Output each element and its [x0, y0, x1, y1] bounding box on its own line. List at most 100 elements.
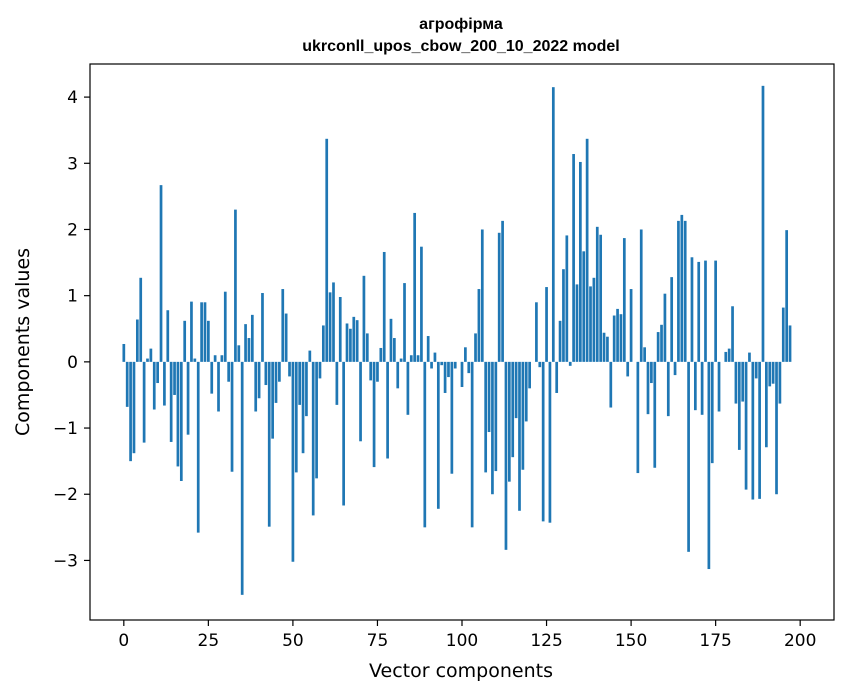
bar	[416, 355, 420, 362]
bar	[210, 361, 214, 394]
chart-subtitle: ukrconll_upos_cbow_200_10_2022 model	[302, 38, 619, 55]
bar	[325, 138, 329, 362]
bar	[355, 320, 359, 362]
x-tick-label: 0	[118, 631, 129, 651]
bar	[200, 302, 203, 362]
bar	[372, 361, 376, 468]
bar	[453, 361, 457, 369]
bar	[494, 361, 498, 472]
chart-title: агрофірма	[419, 16, 503, 33]
bar	[781, 307, 785, 362]
x-tick-label: 75	[367, 631, 389, 651]
bar	[301, 361, 305, 454]
bar	[741, 361, 745, 402]
y-tick-label: 0	[67, 353, 78, 373]
bar	[754, 361, 758, 379]
bar	[183, 320, 187, 362]
bar	[751, 361, 755, 500]
bar	[511, 361, 515, 458]
bar	[420, 246, 423, 362]
bar	[467, 361, 471, 374]
bar	[595, 226, 599, 362]
bar	[379, 347, 383, 362]
bar	[585, 138, 589, 362]
bar	[521, 361, 525, 470]
y-tick-label: −2	[53, 485, 78, 505]
bar	[135, 319, 139, 362]
bar	[227, 361, 231, 382]
bar	[606, 336, 609, 362]
bar	[558, 320, 562, 362]
bar	[132, 361, 136, 454]
bar	[156, 361, 159, 384]
bar	[538, 361, 542, 368]
bar	[311, 361, 315, 516]
bar	[267, 361, 271, 527]
bar	[785, 230, 789, 362]
bar	[619, 314, 623, 362]
bar	[142, 361, 146, 443]
bar	[629, 289, 633, 362]
bar	[328, 292, 332, 362]
bar	[345, 323, 349, 362]
bar	[758, 361, 761, 499]
y-axis-label: Components values	[12, 248, 34, 436]
bar	[704, 260, 707, 362]
bar	[234, 209, 237, 362]
bar	[768, 361, 772, 387]
bar	[294, 361, 298, 473]
bar	[196, 361, 200, 533]
bar	[775, 361, 778, 495]
bar	[653, 361, 657, 468]
bar	[535, 302, 538, 362]
bar	[602, 332, 606, 362]
bar	[484, 361, 488, 473]
bar	[612, 315, 616, 362]
bar	[507, 361, 511, 482]
bar	[179, 361, 183, 481]
bar	[396, 361, 400, 389]
bar	[257, 361, 261, 399]
bar	[426, 336, 430, 362]
bar	[487, 361, 491, 433]
bar	[284, 313, 288, 362]
bar	[122, 343, 126, 362]
bar	[582, 251, 586, 362]
bar	[125, 361, 129, 407]
bar	[399, 358, 403, 362]
bar	[166, 310, 170, 362]
bar	[727, 348, 731, 362]
bar	[207, 320, 210, 362]
bar	[423, 361, 427, 528]
bar	[636, 361, 640, 474]
bar	[524, 361, 528, 422]
bar	[673, 361, 677, 376]
bar	[203, 302, 207, 362]
bar	[477, 289, 481, 362]
bar	[318, 361, 322, 379]
bar	[149, 348, 153, 362]
bar	[639, 229, 643, 362]
bar	[541, 361, 545, 522]
bar	[159, 185, 163, 362]
bar	[291, 361, 295, 562]
bar	[778, 361, 782, 404]
bar	[609, 361, 613, 408]
bar	[710, 361, 714, 464]
bar	[169, 361, 173, 442]
bar	[707, 361, 711, 570]
bar	[186, 361, 190, 435]
bar	[572, 154, 575, 362]
bar	[393, 338, 396, 362]
bar	[376, 361, 379, 382]
bar	[409, 355, 413, 362]
bar	[281, 289, 285, 362]
bar	[663, 293, 667, 362]
bar	[589, 286, 592, 362]
bar	[622, 238, 626, 362]
bar	[190, 301, 193, 362]
bar	[332, 282, 335, 362]
bar	[288, 361, 291, 377]
bar	[734, 361, 738, 404]
